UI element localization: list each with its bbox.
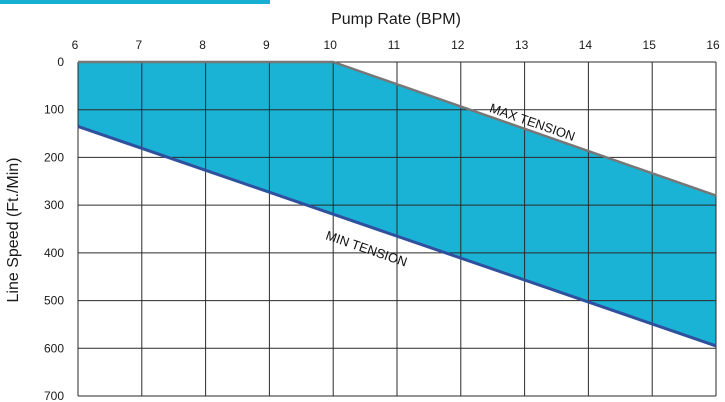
x-tick-label: 9 [263,38,270,52]
header-accent-strip [0,0,270,4]
tension-lines-layer [77,60,717,348]
y-tick-label: 300 [44,198,64,212]
y-axis-title: Line Speed (Ft./Min) [5,158,22,303]
x-tick-label: 8 [199,38,206,52]
max-tension-line [78,60,717,197]
x-tick-label: 11 [388,38,401,52]
y-tick-label: 100 [44,103,64,117]
x-tick-label: 10 [324,38,338,52]
x-tick-label: 16 [706,38,720,52]
header-accent-bar [0,0,270,4]
y-tick-label: 700 [44,389,64,402]
x-tick-label: 14 [579,38,593,52]
min-tension-line [77,124,717,348]
x-tick-labels: 6 7 8 9 10 11 12 13 14 15 16 [72,38,720,52]
grid-layer [77,61,717,397]
y-tick-label: 400 [44,246,64,260]
x-tick-label: 15 [643,38,657,52]
y-tick-label: 200 [44,150,64,164]
x-tick-label: 7 [135,38,142,52]
y-tick-label: 500 [44,294,64,308]
y-tick-label: 600 [44,341,64,355]
y-tick-labels: 0 100 200 300 400 500 600 700 [44,55,64,402]
y-tick-label: 0 [57,55,64,69]
x-tick-label: 12 [451,38,465,52]
x-tick-label: 13 [515,38,529,52]
x-axis-title: Pump Rate (BPM) [331,11,461,28]
x-tick-label: 6 [72,38,79,52]
